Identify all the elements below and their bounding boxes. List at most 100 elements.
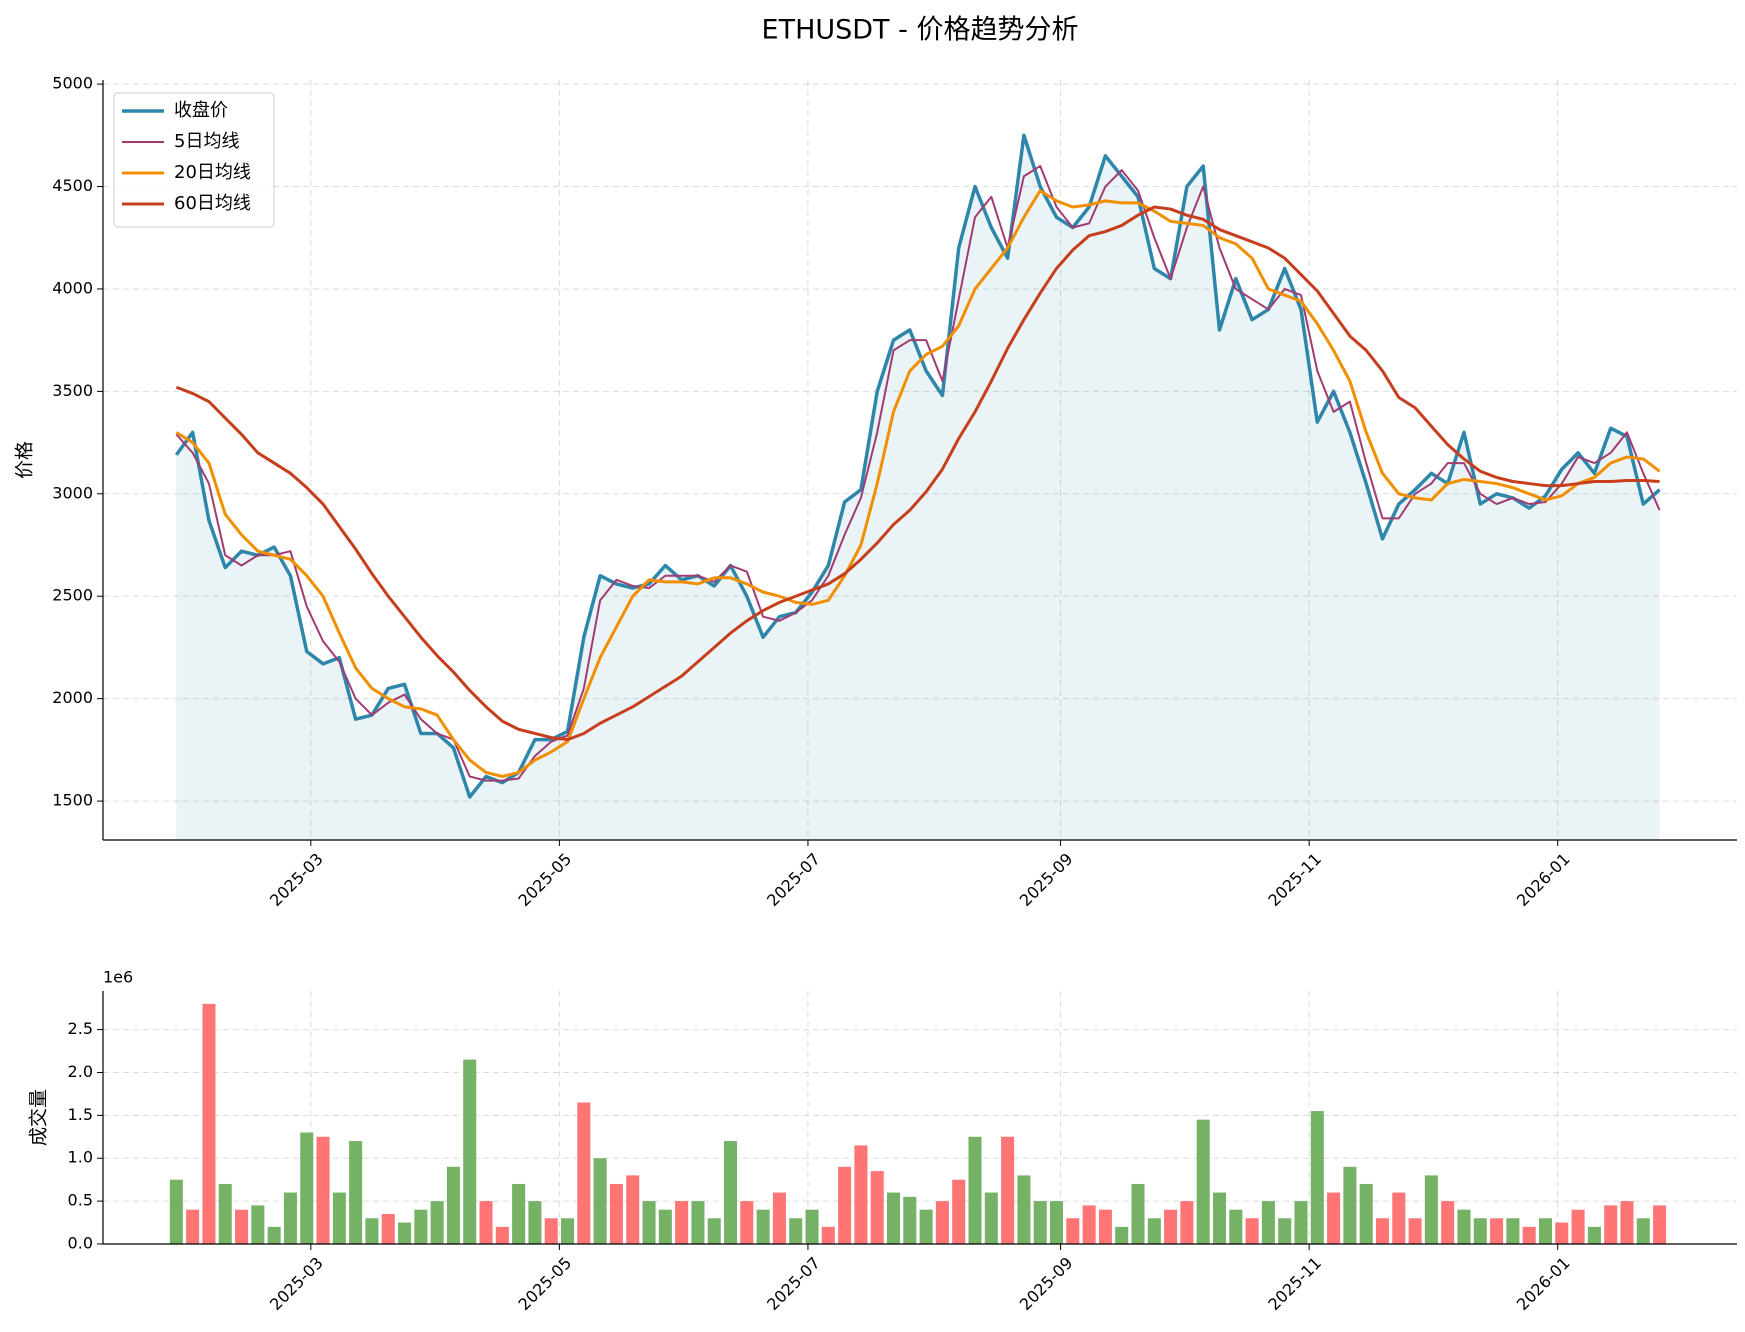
- volume-bar: [430, 1201, 444, 1244]
- volume-bar: [1147, 1218, 1161, 1244]
- volume-bar: [1343, 1166, 1357, 1244]
- volume-bar: [1457, 1209, 1471, 1244]
- volume-bar: [1098, 1209, 1112, 1244]
- volume-bar: [577, 1102, 591, 1244]
- volume-bar: [593, 1158, 607, 1244]
- volume-bar: [495, 1226, 509, 1244]
- legend-box: [113, 92, 275, 228]
- line-series: [175, 205, 1660, 742]
- volume-bar: [805, 1209, 819, 1244]
- line-series: [175, 189, 1661, 778]
- volume-bar: [1001, 1136, 1015, 1244]
- offset-label: 1e6: [103, 968, 133, 987]
- volume-bar: [1473, 1218, 1487, 1244]
- y-tick-label: 2.0: [68, 1062, 93, 1081]
- volume-bar: [1587, 1226, 1601, 1244]
- x-tick-label: 2025-09: [1016, 849, 1077, 910]
- volume-bar: [561, 1218, 575, 1244]
- volume-bar: [1115, 1226, 1129, 1244]
- y-tick-label: 0.0: [68, 1234, 93, 1253]
- volume-bar: [1180, 1201, 1194, 1244]
- volume-bar: [218, 1183, 232, 1244]
- volume-bar: [1408, 1218, 1422, 1244]
- volume-bar: [1278, 1218, 1292, 1244]
- volume-bar: [1490, 1218, 1504, 1244]
- x-tick-label: 2025-05: [515, 1253, 576, 1314]
- volume-bar: [935, 1201, 949, 1244]
- y-tick-label: 1500: [52, 791, 93, 810]
- volume-bar: [1017, 1175, 1031, 1244]
- volume-bar: [952, 1179, 966, 1244]
- volume-bar: [365, 1218, 379, 1244]
- volume-bar: [756, 1209, 770, 1244]
- volume-bar: [1033, 1201, 1047, 1244]
- x-tick-label: 2025-07: [763, 849, 824, 910]
- volume-bar: [1229, 1209, 1243, 1244]
- volume-bar: [1261, 1201, 1275, 1244]
- volume-bar: [1375, 1218, 1390, 1244]
- volume-bar: [772, 1192, 786, 1244]
- volume-bar: [479, 1201, 493, 1244]
- volume-bar: [1620, 1201, 1634, 1244]
- volume-bar: [414, 1209, 428, 1244]
- volume-bar: [1049, 1201, 1064, 1244]
- legend-label: 20日均线: [174, 162, 251, 183]
- x-tick-label: 2026-01: [1513, 849, 1574, 910]
- volume-bar: [821, 1226, 835, 1244]
- volume-bar: [740, 1201, 754, 1244]
- volume-bar: [691, 1201, 705, 1244]
- volume-bar: [1636, 1218, 1650, 1244]
- x-tick-label: 2026-01: [1513, 1253, 1574, 1314]
- y-tick-label: 2.5: [68, 1019, 93, 1038]
- volume-bar: [1441, 1201, 1455, 1244]
- volume-bar: [984, 1192, 998, 1244]
- y-tick-label: 4500: [52, 176, 93, 195]
- volume-bar: [919, 1209, 933, 1244]
- volume-bar: [1082, 1205, 1096, 1244]
- volume-bar: [1196, 1119, 1210, 1244]
- y-tick-label: 3000: [52, 483, 93, 502]
- volume-bar: [1310, 1111, 1324, 1244]
- volume-bar: [169, 1179, 183, 1244]
- volume-bar: [202, 1003, 216, 1244]
- volume-bar: [512, 1183, 526, 1244]
- volume-bar: [838, 1166, 852, 1244]
- volume-bar: [1604, 1205, 1618, 1244]
- volume-bar: [398, 1222, 412, 1244]
- volume-bar: [1212, 1192, 1227, 1244]
- volume-bar: [446, 1166, 460, 1244]
- y-tick-label: 5000: [52, 74, 93, 93]
- volume-bar: [1327, 1192, 1341, 1244]
- close-fill: [176, 135, 1660, 841]
- y-tick-label: 3500: [52, 381, 93, 400]
- legend-label: 60日均线: [174, 193, 251, 214]
- y-tick-label: 4000: [52, 278, 93, 297]
- y-tick-label: 2500: [52, 586, 93, 605]
- volume-bar: [1066, 1218, 1080, 1244]
- y-axis-label: 价格: [14, 441, 36, 479]
- y-tick-label: 1.5: [68, 1105, 93, 1124]
- volume-bar: [1294, 1201, 1308, 1244]
- x-tick-label: 2025-03: [266, 849, 327, 910]
- volume-bar: [968, 1136, 982, 1244]
- volume-bar: [528, 1201, 542, 1244]
- volume-bar: [1653, 1205, 1667, 1244]
- y-tick-label: 2000: [52, 688, 93, 707]
- volume-bar: [463, 1059, 477, 1244]
- x-tick-label: 2025-05: [515, 849, 576, 910]
- volume-bar: [903, 1196, 917, 1244]
- volume-bar: [283, 1192, 297, 1244]
- legend-label: 5日均线: [174, 131, 239, 152]
- volume-bar: [724, 1141, 738, 1244]
- y-axis-label: 成交量: [28, 1089, 50, 1146]
- volume-bar: [1538, 1218, 1553, 1244]
- x-tick-label: 2025-11: [1264, 849, 1325, 910]
- volume-bar: [789, 1218, 803, 1244]
- volume-bar: [300, 1132, 314, 1244]
- volume-bar: [626, 1175, 640, 1244]
- volume-bar: [1571, 1209, 1585, 1244]
- volume-bar: [1424, 1175, 1438, 1244]
- volume-bar: [886, 1192, 901, 1244]
- volume-bar: [1245, 1218, 1259, 1244]
